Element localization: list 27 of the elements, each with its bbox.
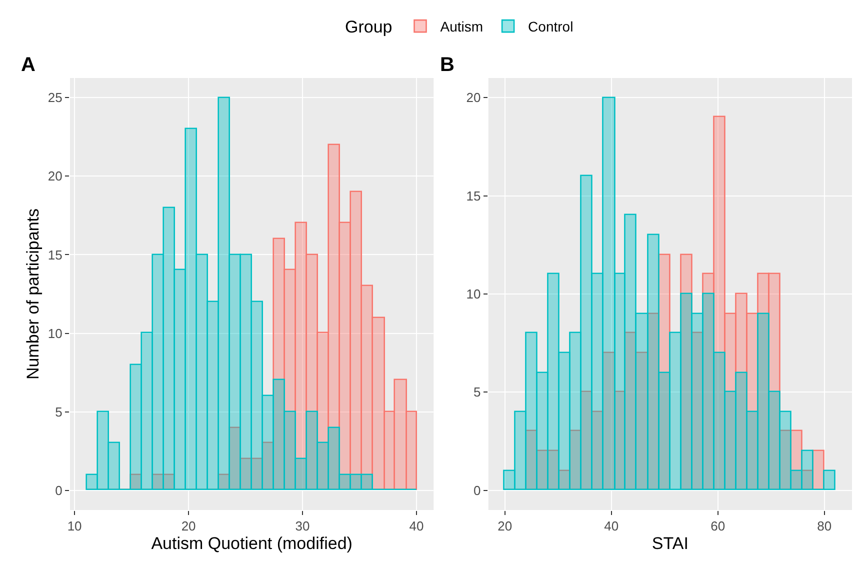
y-tick-label: 20	[466, 90, 481, 106]
y-tick-label: 25	[48, 90, 62, 106]
x-axis-title: STAI	[652, 534, 688, 553]
y-axis-title: Number of participants	[23, 208, 42, 380]
x-tick-label: 40	[409, 518, 424, 534]
y-tick-label: 15	[466, 188, 481, 204]
x-tick-label: 30	[295, 518, 310, 534]
legend-label: Control	[528, 18, 574, 34]
x-tick-label: 10	[67, 518, 82, 534]
x-axis-title: Autism Quotient (modified)	[151, 534, 352, 553]
x-tick-label: 60	[710, 518, 726, 534]
x-tick-label: 20	[498, 518, 512, 534]
x-tick-label: 80	[817, 518, 832, 534]
y-tick-label: 10	[48, 326, 62, 341]
y-tick-label: 0	[474, 482, 481, 498]
y-tick-label: 20	[48, 168, 62, 184]
y-tick-label: 15	[48, 247, 62, 262]
legend-title: Group	[345, 18, 392, 37]
y-tick-label: 0	[55, 482, 62, 498]
y-tick-label: 10	[466, 286, 481, 302]
chart-title: B	[440, 54, 454, 76]
y-tick-label: 5	[474, 384, 481, 400]
legend-label: Autism	[440, 18, 484, 34]
x-tick-label: 20	[181, 518, 196, 534]
x-tick-label: 40	[604, 518, 619, 534]
chart-title: A	[21, 54, 36, 76]
y-tick-label: 5	[55, 404, 62, 420]
